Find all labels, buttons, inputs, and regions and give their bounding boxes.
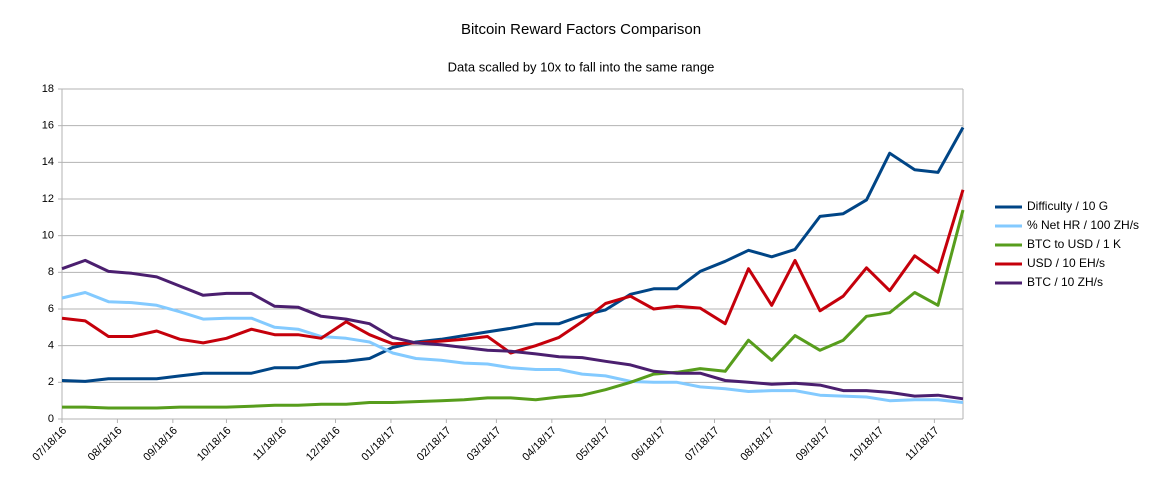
x-tick-label: 04/18/17 xyxy=(520,425,559,464)
chart-title: Bitcoin Reward Factors Comparison xyxy=(461,21,701,38)
series-line xyxy=(61,258,964,401)
legend-label: BTC / 10 ZH/s xyxy=(1027,275,1103,289)
x-tick-label: 09/18/16 xyxy=(141,425,180,464)
x-tick-label: 10/18/16 xyxy=(195,425,234,464)
y-tick-label: 6 xyxy=(48,303,54,315)
series-line xyxy=(61,126,965,383)
x-tick-label: 08/18/16 xyxy=(86,425,125,464)
y-tick-label: 14 xyxy=(42,156,54,168)
y-tick-label: 16 xyxy=(42,120,54,132)
legend-label: BTC to USD / 1 K xyxy=(1027,237,1121,251)
x-tick-label: 11/18/16 xyxy=(251,425,289,463)
x-tick-label: 02/18/17 xyxy=(415,425,454,464)
series-line xyxy=(61,291,964,404)
legend-label: USD / 10 EH/s xyxy=(1027,256,1105,270)
x-tick-label: 11/18/17 xyxy=(903,425,941,463)
y-tick-label: 4 xyxy=(48,340,54,352)
y-tick-label: 0 xyxy=(48,413,54,425)
legend-label: Difficulty / 10 G xyxy=(1027,199,1108,213)
y-tick-label: 2 xyxy=(48,376,54,388)
x-tick-label: 01/18/17 xyxy=(359,425,398,464)
y-tick-label: 8 xyxy=(48,266,54,278)
chart-subtitle: Data scalled by 10x to fall into the sam… xyxy=(448,59,715,74)
x-tick-label: 10/18/17 xyxy=(847,425,886,464)
series-line xyxy=(61,189,965,355)
y-tick-label: 12 xyxy=(42,193,54,205)
x-tick-label: 07/18/16 xyxy=(30,425,69,464)
legend-label: % Net HR / 100 ZH/s xyxy=(1027,218,1139,232)
y-tick-label: 10 xyxy=(42,230,54,242)
x-tick-label: 09/18/17 xyxy=(794,425,833,464)
y-tick-label: 18 xyxy=(42,83,54,95)
x-tick-label: 07/18/17 xyxy=(683,425,722,464)
series-line xyxy=(62,209,965,410)
x-tick-label: 08/18/17 xyxy=(738,425,777,464)
x-tick-label: 12/18/16 xyxy=(304,425,343,464)
x-tick-label: 03/18/17 xyxy=(465,425,504,464)
x-tick-label: 05/18/17 xyxy=(574,425,613,464)
x-tick-label: 06/18/17 xyxy=(629,425,668,464)
